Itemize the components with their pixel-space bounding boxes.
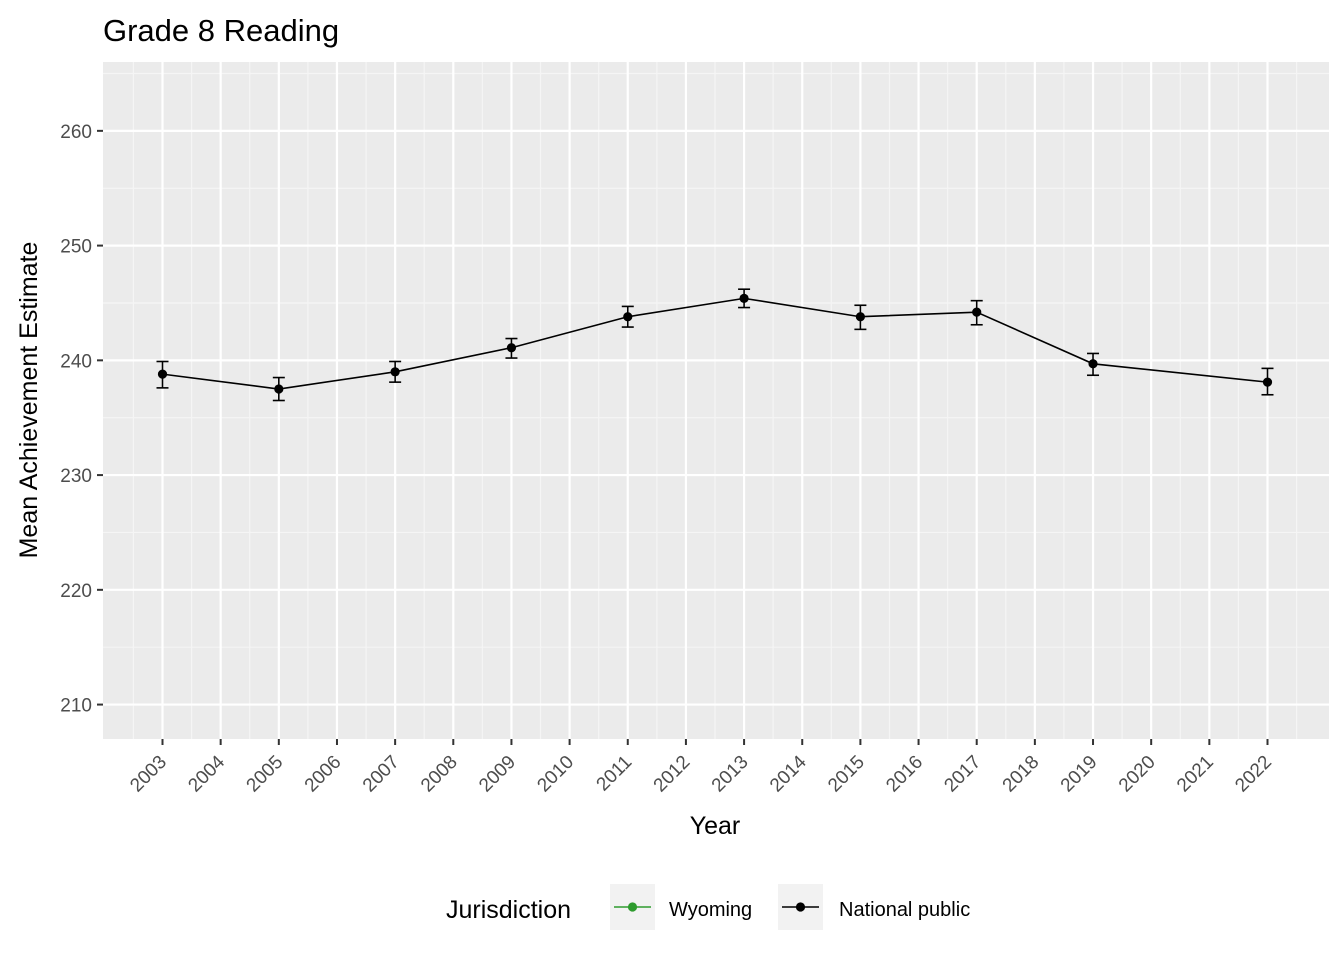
legend: Jurisdiction Wyoming National public (446, 884, 970, 930)
data-point (506, 343, 517, 353)
legend-key-point (627, 902, 638, 912)
x-tick-label: 2009 (475, 752, 520, 797)
x-tick-label: 2021 (1173, 752, 1218, 797)
legend-label: Wyoming (669, 899, 752, 921)
data-point (623, 312, 633, 322)
plot-panel (103, 62, 1329, 739)
data-point (274, 384, 284, 394)
series-layer (156, 288, 1274, 402)
data-point (972, 307, 982, 317)
x-tick-label: 2007 (359, 752, 404, 797)
data-point (1088, 359, 1098, 369)
x-axis-title: Year (690, 812, 741, 840)
legend-key-point (795, 902, 806, 912)
x-tick-label: 2013 (708, 752, 753, 797)
data-point (739, 293, 749, 303)
y-axis-title: Mean Achievement Estimate (15, 242, 43, 559)
data-point (157, 369, 168, 379)
x-tick-label: 2015 (824, 752, 869, 797)
x-tick-label: 2014 (766, 751, 811, 796)
x-tick-label: 2006 (301, 752, 346, 797)
y-tick-label: 220 (60, 581, 92, 602)
x-tick-label: 2003 (126, 752, 171, 797)
legend-items: Wyoming National public (610, 884, 970, 930)
y-axis: 210 220 230 240 250 260 (60, 122, 103, 717)
minor-gridlines (103, 62, 1329, 739)
x-tick-label: 2011 (593, 752, 637, 796)
x-tick-label: 2019 (1057, 752, 1102, 797)
chart-title: Grade 8 Reading (103, 13, 339, 48)
x-tick-label: 2018 (999, 752, 1044, 797)
x-tick-label: 2012 (650, 752, 695, 797)
series-line (162, 297, 1268, 390)
x-tick-label: 2008 (417, 752, 462, 797)
y-tick-label: 240 (60, 351, 92, 372)
x-tick-label: 2020 (1115, 752, 1160, 797)
data-point (390, 367, 400, 377)
data-point (855, 312, 865, 322)
y-tick-label: 210 (60, 696, 92, 717)
x-axis: 2003 2004 2005 2006 2007 2008 2009 2010 2011 2012… (126, 739, 1276, 796)
x-tick-label: 2004 (184, 751, 229, 796)
legend-label: National public (839, 899, 970, 921)
x-tick-label: 2010 (533, 752, 578, 797)
x-tick-label: 2005 (243, 752, 288, 797)
major-gridlines (103, 62, 1329, 739)
y-tick-label: 260 (60, 122, 92, 143)
x-tick-label: 2016 (882, 752, 927, 797)
x-tick-label: 2022 (1231, 752, 1276, 797)
legend-title: Jurisdiction (446, 896, 571, 924)
data-point (1262, 377, 1273, 387)
y-tick-label: 230 (60, 466, 92, 487)
x-tick-label: 2017 (940, 752, 985, 797)
y-tick-label: 250 (60, 237, 92, 258)
